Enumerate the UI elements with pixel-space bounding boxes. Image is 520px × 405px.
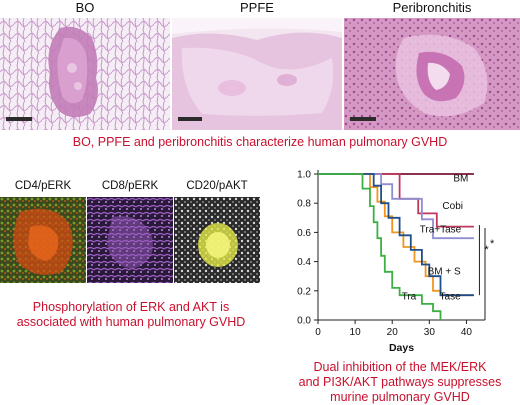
histology-image-bo bbox=[0, 18, 170, 130]
y-tick-label: 0.0 bbox=[297, 316, 311, 327]
if-image-cd4-graphic bbox=[0, 197, 86, 283]
histology-label-peribronchitis: Peribronchitis bbox=[392, 0, 472, 15]
series-label-tra: Tra bbox=[402, 292, 417, 303]
histology-image-peribronchitis-graphic bbox=[344, 18, 520, 130]
significance-star: * bbox=[484, 244, 489, 256]
series-line-bm-s bbox=[318, 173, 474, 297]
x-tick-label: 40 bbox=[461, 327, 473, 338]
x-tick-label: 20 bbox=[387, 327, 399, 338]
if-caption-line2: associated with human pulmonary GVHD bbox=[16, 315, 246, 329]
series-label-tase: Tase bbox=[440, 292, 462, 303]
survival-caption-line1: Dual inhibition of the MEK/ERK bbox=[313, 360, 487, 374]
y-tick-label: 0.6 bbox=[297, 228, 311, 239]
if-label-cd8: CD8/pERK bbox=[101, 180, 159, 192]
scale-bar bbox=[178, 117, 202, 121]
if-label-cd4: CD4/pERK bbox=[14, 180, 72, 192]
y-tick-label: 0.4 bbox=[297, 257, 311, 268]
y-tick-label: 0.8 bbox=[297, 199, 311, 210]
histology-image-bo-graphic bbox=[0, 18, 170, 130]
histology-image-ppfe bbox=[172, 18, 342, 130]
histology-image-peribronchitis bbox=[344, 18, 520, 130]
histology-caption: BO, PPFE and peribronchitis characterize… bbox=[72, 135, 448, 149]
if-image-cd8-graphic bbox=[87, 197, 173, 283]
series-line-tra-tase bbox=[318, 173, 474, 240]
histology-label-bo: BO bbox=[75, 0, 95, 15]
if-image-cd8 bbox=[87, 197, 173, 283]
histology-image-ppfe-graphic bbox=[172, 18, 342, 130]
scale-bar bbox=[350, 117, 376, 121]
x-tick-label: 10 bbox=[350, 327, 362, 338]
chart-axes: 0.0 0.2 0.4 0.6 0.8 1.0 0 10 20 30 40 Days bbox=[297, 170, 485, 354]
series-label-bm-s: BM + S bbox=[428, 267, 461, 278]
series-label-tra-tase: Tra+Tase bbox=[420, 224, 462, 235]
if-image-cd20-graphic bbox=[174, 197, 260, 283]
x-tick-label: 0 bbox=[315, 327, 321, 338]
if-label-cd20: CD20/pAKT bbox=[186, 180, 248, 192]
series-line-tase bbox=[318, 173, 474, 297]
chart-labels: BM Cobi Tra+Tase BM + S Tra Tase bbox=[402, 173, 469, 302]
significance-star: * bbox=[490, 238, 495, 250]
if-image-cd20 bbox=[174, 197, 260, 283]
survival-caption-line2: and PI3K/AKT pathways suppresses bbox=[298, 375, 502, 389]
survival-chart: 0.0 0.2 0.4 0.6 0.8 1.0 0 10 20 30 40 Days BM Cobi Tr… bbox=[297, 170, 495, 355]
series-line-tra bbox=[318, 173, 442, 320]
x-axis-label: Days bbox=[389, 342, 414, 354]
if-caption-line1: Phosphorylation of ERK and AKT is bbox=[32, 300, 230, 314]
survival-caption-line3: murine pulmonary GVHD bbox=[330, 390, 470, 404]
y-tick-label: 0.2 bbox=[297, 286, 311, 297]
series-label-bm: BM bbox=[453, 173, 468, 184]
series-line-cobi bbox=[318, 173, 474, 228]
y-tick-label: 1.0 bbox=[297, 170, 311, 181]
histology-label-ppfe: PPFE bbox=[240, 0, 274, 15]
scale-bar bbox=[6, 117, 32, 121]
significance-brackets: * * bbox=[478, 225, 495, 320]
x-tick-label: 30 bbox=[424, 327, 436, 338]
series-label-cobi: Cobi bbox=[442, 201, 463, 212]
if-image-cd4 bbox=[0, 197, 86, 283]
chart-series bbox=[318, 173, 474, 320]
